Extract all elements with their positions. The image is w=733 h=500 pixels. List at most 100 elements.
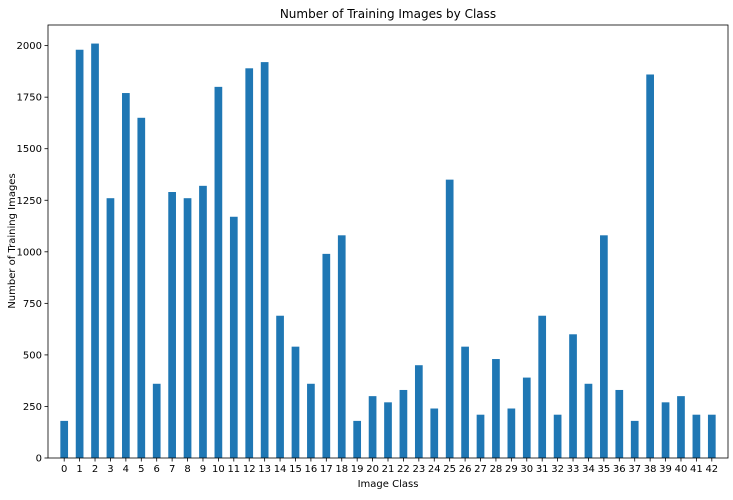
bar-class-5 — [137, 117, 146, 458]
chart-title: Number of Training Images by Class — [280, 7, 496, 21]
y-tick-label: 1250 — [17, 196, 42, 207]
x-tick-label: 19 — [351, 464, 364, 475]
bar-class-23 — [414, 365, 423, 458]
y-tick-label: 250 — [23, 402, 42, 413]
x-tick-label: 25 — [443, 464, 456, 475]
bar-class-14 — [276, 315, 284, 458]
bar-class-8 — [183, 198, 192, 458]
x-tick-label: 38 — [644, 464, 657, 475]
bar-class-10 — [214, 86, 223, 459]
y-axis: 0 250 500 750 1000 1250 1500 1750 2000 — [17, 41, 48, 465]
bar-class-9 — [199, 185, 207, 458]
x-tick-label: 10 — [212, 464, 225, 475]
bar-class-24 — [430, 408, 439, 458]
x-tick-label: 40 — [675, 464, 688, 475]
x-tick-label: 26 — [459, 464, 472, 475]
y-tick-label: 1000 — [17, 247, 42, 258]
bar-class-26 — [461, 346, 469, 458]
bar-class-40 — [677, 396, 685, 458]
x-tick-label: 0 — [61, 464, 67, 475]
x-tick-label: 17 — [320, 464, 333, 475]
y-tick-label: 0 — [36, 454, 42, 465]
x-tick-label: 6 — [154, 464, 160, 475]
x-tick-label: 33 — [567, 464, 580, 475]
bar-class-28 — [492, 359, 500, 458]
bar-class-15 — [291, 346, 300, 458]
x-tick-label: 3 — [107, 464, 113, 475]
x-tick-label: 36 — [613, 464, 626, 475]
bar-class-38 — [646, 74, 654, 459]
bar-class-0 — [60, 420, 69, 458]
x-tick-label: 39 — [659, 464, 672, 475]
bar-class-20 — [368, 396, 377, 458]
y-tick-label: 2000 — [17, 41, 42, 52]
bar-class-34 — [584, 383, 593, 458]
x-tick-label: 20 — [366, 464, 379, 475]
bar-class-36 — [615, 389, 624, 458]
x-tick-label: 27 — [474, 464, 487, 475]
x-tick-label: 13 — [258, 464, 271, 475]
bar-class-41 — [692, 414, 701, 458]
x-tick-label: 34 — [582, 464, 595, 475]
y-tick-label: 750 — [23, 299, 42, 310]
bar-class-30 — [522, 377, 531, 458]
x-tick-label: 32 — [551, 464, 564, 475]
bar-class-12 — [245, 68, 254, 459]
x-tick-label: 16 — [305, 464, 318, 475]
bar-class-4 — [122, 93, 130, 458]
bar-class-1 — [75, 49, 84, 459]
bar-class-16 — [307, 383, 315, 458]
bar-class-42 — [707, 414, 716, 458]
bar-class-22 — [399, 389, 408, 458]
bar-class-35 — [600, 235, 608, 458]
x-axis: 0 1 2 3 4 5 6 7 8 9 10 11 12 13 14 15 16 17 18 19 20 21 22 23 24… — [61, 458, 718, 475]
x-tick-label: 12 — [243, 464, 256, 475]
x-tick-label: 5 — [138, 464, 144, 475]
bar-class-7 — [168, 192, 176, 458]
bar-class-33 — [569, 334, 577, 458]
x-tick-label: 4 — [123, 464, 129, 475]
x-tick-label: 35 — [598, 464, 611, 475]
x-tick-label: 15 — [289, 464, 302, 475]
x-tick-label: 11 — [227, 464, 240, 475]
x-tick-label: 41 — [690, 464, 703, 475]
x-tick-label: 22 — [397, 464, 410, 475]
bar-class-32 — [553, 414, 562, 458]
bar-class-29 — [507, 408, 516, 458]
x-tick-label: 7 — [169, 464, 175, 475]
bar-class-31 — [538, 315, 547, 458]
x-tick-label: 2 — [92, 464, 98, 475]
x-tick-label: 18 — [335, 464, 348, 475]
x-tick-label: 29 — [505, 464, 518, 475]
x-tick-label: 9 — [200, 464, 206, 475]
bar-class-11 — [229, 216, 238, 458]
y-tick-label: 1500 — [17, 144, 42, 155]
bar-class-39 — [661, 402, 670, 458]
x-tick-label: 1 — [76, 464, 82, 475]
plot-frame — [47, 24, 729, 459]
bar-class-21 — [384, 402, 392, 458]
x-tick-label: 14 — [274, 464, 287, 475]
x-tick-label: 21 — [382, 464, 395, 475]
y-tick-label: 500 — [23, 350, 42, 361]
bar-class-25 — [445, 179, 454, 458]
x-tick-label: 8 — [184, 464, 190, 475]
bar-class-19 — [353, 420, 362, 458]
bar-class-2 — [91, 43, 99, 459]
x-tick-label: 37 — [628, 464, 641, 475]
plot-area — [60, 43, 716, 459]
x-tick-label: 24 — [428, 464, 441, 475]
y-tick-label: 1750 — [17, 93, 42, 104]
x-tick-label: 30 — [520, 464, 533, 475]
bar-class-3 — [106, 198, 115, 458]
x-tick-label: 28 — [490, 464, 503, 475]
bar-class-27 — [476, 414, 485, 458]
y-axis-label: Number of Training Images — [7, 173, 18, 308]
x-tick-label: 31 — [536, 464, 549, 475]
bar-class-18 — [337, 235, 346, 458]
x-axis-label: Image Class — [358, 479, 419, 490]
bar-class-6 — [152, 383, 161, 458]
x-tick-label: 42 — [705, 464, 718, 475]
